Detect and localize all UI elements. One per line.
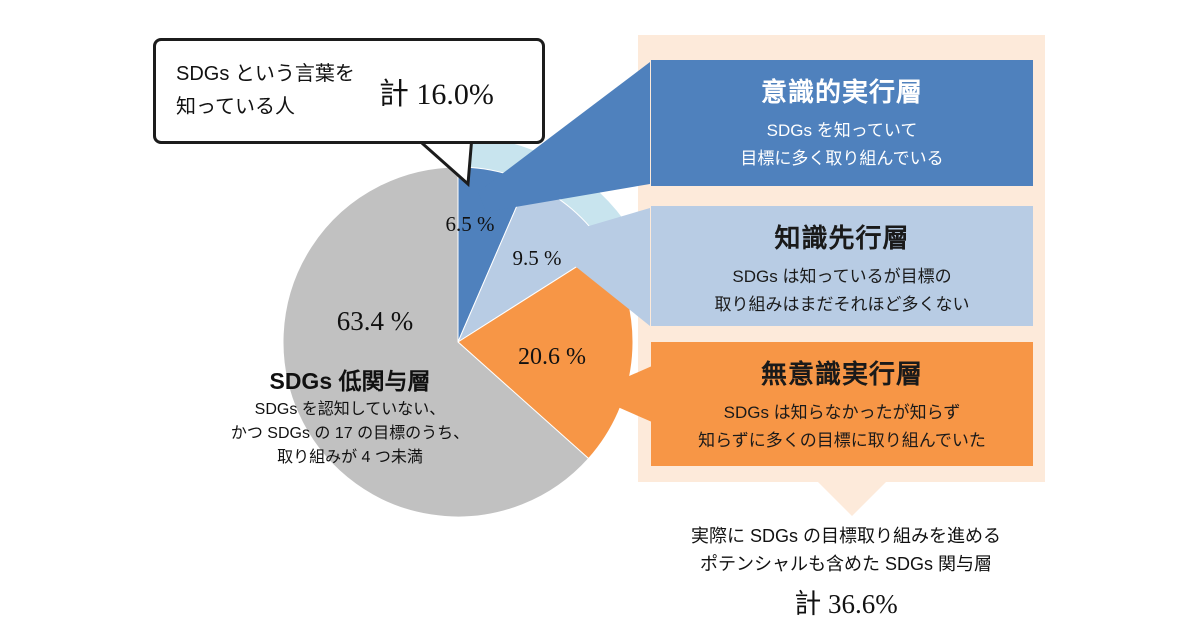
legend-desc-line: 取り組みはまだそれほど多くない (714, 295, 970, 314)
legend-desc-line: SDGs は知らなかったが知らず (723, 403, 961, 422)
aware-callout-total: 計 16.0% (378, 78, 494, 111)
legend-box-conscious-title: 意識的実行層 (760, 77, 923, 107)
aware-callout-line: 知っている人 (176, 96, 295, 118)
aware-callout-bubble: SDGs という言葉を 知っている人 計 16.0% (153, 38, 545, 144)
panel-down-arrow (816, 480, 888, 516)
pie-label-low-engagement-pct: 63.4 % (336, 306, 414, 336)
legend-box-conscious-desc: SDGs を知っていて 目標に多く取り組んでいる (651, 109, 1033, 173)
engaged-footer-line: 実際に SDGs の目標取り組みを進める (690, 526, 1001, 546)
pie-label-unconscious-pct: 20.6 % (518, 344, 586, 370)
connector-beam-knowledge (548, 208, 650, 326)
legend-desc-line: SDGs を知っていて (766, 121, 918, 140)
pie-label-low-engagement-title: SDGs 低関与層 (269, 368, 431, 394)
low-engagement-desc-line: かつ SDGs の 17 の目標のうち、 (230, 425, 470, 442)
pie-label-low-engagement-desc: SDGs を認知していない、 かつ SDGs の 17 の目標のうち、 取り組み… (200, 398, 500, 470)
pie-label-knowledge-pct: 9.5 % (512, 246, 562, 270)
aware-callout-text: SDGs という言葉を 知っている人 (176, 58, 355, 124)
aware-callout-line: SDGs という言葉を (176, 63, 355, 85)
connector-beam-conscious (478, 62, 650, 212)
legend-box-knowledge-desc: SDGs は知っているが目標の 取り組みはまだそれほど多くない (651, 255, 1033, 319)
legend-desc-line: 目標に多く取り組んでいる (740, 149, 944, 168)
legend-box-knowledge-title: 知識先行層 (774, 223, 910, 253)
pie-chart (282, 166, 634, 518)
engaged-footer: 実際に SDGs の目標取り組みを進める ポテンシャルも含めた SDGs 関与層… (636, 522, 1056, 621)
legend-desc-line: SDGs は知っているが目標の (732, 267, 952, 286)
legend-desc-line: 知らずに多くの目標に取り組んでいた (698, 431, 986, 450)
engaged-footer-total: 計 36.6% (794, 589, 898, 619)
legend-box-conscious: 意識的実行層 SDGs を知っていて 目標に多く取り組んでいる (651, 60, 1033, 186)
legend-box-unconscious-desc: SDGs は知らなかったが知らず 知らずに多くの目標に取り組んでいた (651, 391, 1033, 455)
low-engagement-desc-line: SDGs を認知していない、 (254, 401, 446, 418)
legend-box-unconscious: 無意識実行層 SDGs は知らなかったが知らず 知らずに多くの目標に取り組んでい… (651, 342, 1033, 466)
legend-box-unconscious-title: 無意識実行層 (760, 359, 923, 389)
low-engagement-desc-line: 取り組みが 4 つ未満 (277, 449, 423, 466)
engaged-footer-line: ポテンシャルも含めた SDGs 関与層 (699, 554, 992, 574)
legend-box-knowledge: 知識先行層 SDGs は知っているが目標の 取り組みはまだそれほど多くない (651, 206, 1033, 326)
connector-arrow-unconscious (588, 366, 652, 422)
pie-segment-3 (282, 166, 590, 518)
pie-label-conscious-pct: 6.5 % (445, 212, 495, 236)
